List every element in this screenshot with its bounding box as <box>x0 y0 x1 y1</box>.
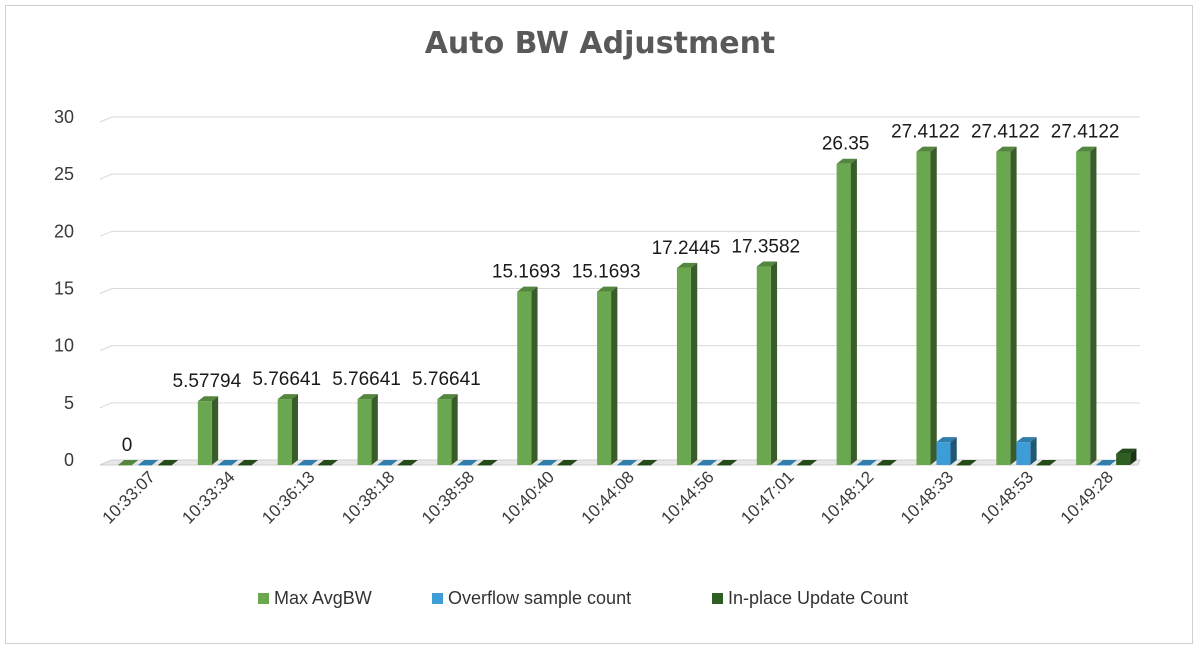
chart-title: Auto BW Adjustment <box>424 26 776 61</box>
x-tick-label: 10:33:07 <box>99 467 159 527</box>
x-tick-label: 10:48:53 <box>977 467 1037 527</box>
data-label: 27.4122 <box>971 122 1040 143</box>
data-label: 27.4122 <box>891 122 960 143</box>
bar-in-place-update-count <box>477 460 498 466</box>
bar-overflow-sample-count <box>617 460 638 466</box>
bar-max-avgbw <box>756 261 778 465</box>
data-label: 0 <box>122 435 133 456</box>
y-tick-label: 15 <box>54 279 74 299</box>
bar-overflow-sample-count <box>1016 437 1037 465</box>
bar-in-place-update-count <box>637 460 658 466</box>
bar-max-avgbw <box>996 146 1017 466</box>
bar-overflow-sample-count <box>377 460 398 466</box>
bar-overflow-sample-count <box>537 460 558 466</box>
bar-max-avgbw <box>197 396 219 465</box>
y-tick-label: 0 <box>64 450 74 470</box>
bar-overflow-sample-count <box>138 460 159 466</box>
bar-overflow-sample-count <box>776 460 798 466</box>
y-tick-label: 5 <box>64 393 74 413</box>
bar-in-place-update-count <box>956 460 977 466</box>
data-label: 5.57794 <box>173 371 242 392</box>
gridline <box>99 230 1140 237</box>
bar-max-avgbw <box>118 460 139 466</box>
bar-overflow-sample-count <box>696 460 718 466</box>
x-tick-label: 10:44:08 <box>578 467 638 527</box>
data-label: 26.35 <box>822 134 870 155</box>
data-label: 27.4122 <box>1051 122 1120 143</box>
bar-in-place-update-count <box>317 460 338 466</box>
bar-max-avgbw <box>277 394 298 465</box>
legend-label: In-place Update Count <box>728 588 908 608</box>
y-tick-label: 10 <box>54 336 74 356</box>
legend-item: In-place Update Count <box>712 588 908 608</box>
gridline <box>99 345 1140 352</box>
x-tick-label: 10:49:28 <box>1057 467 1117 527</box>
y-tick-label: 25 <box>54 164 74 184</box>
gridline <box>99 173 1140 180</box>
x-tick-label: 10:33:34 <box>178 467 238 527</box>
data-label: 5.76641 <box>332 369 401 390</box>
bar-in-place-update-count <box>557 460 578 466</box>
bar-in-place-update-count <box>397 460 418 466</box>
bar-max-avgbw <box>916 146 937 466</box>
x-tick-label: 10:36:13 <box>258 467 318 527</box>
bar-in-place-update-count <box>237 460 259 466</box>
bar-max-avgbw <box>597 286 618 465</box>
legend-item: Overflow sample count <box>432 588 631 608</box>
bar-in-place-update-count <box>1036 460 1057 466</box>
gridline <box>99 116 1140 123</box>
bar-max-avgbw <box>357 394 378 465</box>
bar-overflow-sample-count <box>457 460 478 466</box>
x-tick-label: 10:48:12 <box>817 467 877 527</box>
data-label: 5.76641 <box>252 369 321 390</box>
bar-overflow-sample-count <box>217 460 239 466</box>
legend-label: Overflow sample count <box>448 588 631 608</box>
bar-max-avgbw <box>517 286 538 465</box>
bar-max-avgbw <box>676 262 698 465</box>
legend-swatch <box>258 593 269 604</box>
data-label: 17.3582 <box>731 237 800 258</box>
legend-item: Max AvgBW <box>258 588 372 608</box>
bar-max-avgbw <box>836 158 857 465</box>
bar-in-place-update-count <box>716 460 738 466</box>
x-tick-label: 10:44:56 <box>658 467 718 527</box>
data-label: 5.76641 <box>412 369 481 390</box>
bar-overflow-sample-count <box>297 460 318 466</box>
x-tick-label: 10:48:33 <box>897 467 957 527</box>
bar-overflow-sample-count <box>1096 460 1117 466</box>
x-tick-label: 10:47:01 <box>737 467 797 527</box>
data-label: 15.1693 <box>572 262 641 283</box>
y-tick-label: 30 <box>54 107 74 127</box>
data-label: 15.1693 <box>492 262 561 283</box>
bar-in-place-update-count <box>876 460 897 466</box>
bar-overflow-sample-count <box>936 437 957 465</box>
gridline <box>99 402 1140 409</box>
x-tick-label: 10:38:18 <box>338 467 398 527</box>
x-tick-label: 10:40:40 <box>498 467 558 527</box>
legend-swatch <box>712 593 723 604</box>
y-tick-label: 20 <box>54 221 74 241</box>
bar-max-avgbw <box>1076 146 1097 466</box>
data-label: 17.2445 <box>652 238 721 259</box>
legend-swatch <box>432 593 443 604</box>
legend-label: Max AvgBW <box>274 588 372 608</box>
x-tick-label: 10:38:58 <box>418 467 478 527</box>
bar-in-place-update-count <box>1116 448 1137 465</box>
bar-max-avgbw <box>437 394 458 465</box>
bar-in-place-update-count <box>796 460 818 466</box>
bar-in-place-update-count <box>158 460 179 466</box>
bar-overflow-sample-count <box>856 460 877 466</box>
gridline <box>99 288 1140 294</box>
